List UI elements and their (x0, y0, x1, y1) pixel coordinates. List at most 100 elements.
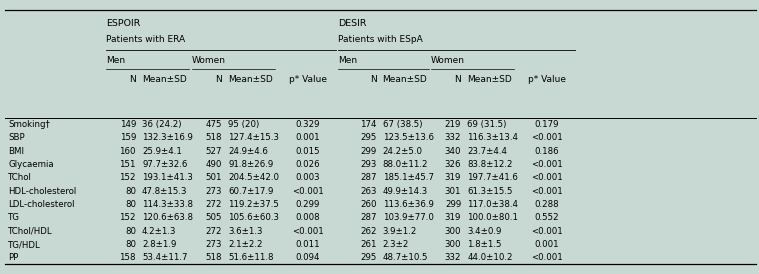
Text: N: N (455, 75, 461, 84)
Text: 60.7±17.9: 60.7±17.9 (228, 187, 274, 196)
Text: Patients with ESpA: Patients with ESpA (338, 35, 423, 44)
Text: 160: 160 (119, 147, 136, 156)
Text: 287: 287 (360, 213, 376, 222)
Text: 340: 340 (445, 147, 461, 156)
Text: 287: 287 (360, 173, 376, 182)
Text: 0.001: 0.001 (295, 133, 320, 142)
Text: <0.001: <0.001 (531, 133, 562, 142)
Text: 113.6±36.9: 113.6±36.9 (383, 200, 433, 209)
Text: 25.9±4.1: 25.9±4.1 (142, 147, 182, 156)
Text: 518: 518 (206, 253, 222, 262)
Text: 501: 501 (206, 173, 222, 182)
Text: 261: 261 (360, 240, 376, 249)
Text: 490: 490 (206, 160, 222, 169)
Text: HDL-cholesterol: HDL-cholesterol (8, 187, 77, 196)
Text: 295: 295 (360, 253, 376, 262)
Text: 299: 299 (361, 147, 376, 156)
Text: 67 (38.5): 67 (38.5) (383, 120, 422, 129)
Text: TChol: TChol (8, 173, 32, 182)
Text: 119.2±37.5: 119.2±37.5 (228, 200, 279, 209)
Text: 151: 151 (119, 160, 136, 169)
Text: 332: 332 (445, 133, 461, 142)
Text: DESIR: DESIR (338, 19, 367, 28)
Text: 103.9±77.0: 103.9±77.0 (383, 213, 433, 222)
Text: 301: 301 (445, 187, 461, 196)
Text: 132.3±16.9: 132.3±16.9 (142, 133, 193, 142)
Text: 0.094: 0.094 (295, 253, 320, 262)
Text: <0.001: <0.001 (531, 160, 562, 169)
Text: 527: 527 (206, 147, 222, 156)
Text: ESPOIR: ESPOIR (106, 19, 140, 28)
Text: 91.8±26.9: 91.8±26.9 (228, 160, 273, 169)
Text: 3.6±1.3: 3.6±1.3 (228, 227, 263, 236)
Text: 23.7±4.4: 23.7±4.4 (468, 147, 507, 156)
Text: 299: 299 (445, 200, 461, 209)
Text: 0.552: 0.552 (534, 213, 559, 222)
Text: 273: 273 (206, 240, 222, 249)
Text: 69 (31.5): 69 (31.5) (468, 120, 506, 129)
Text: 4.2±1.3: 4.2±1.3 (142, 227, 177, 236)
Text: 197.7±41.6: 197.7±41.6 (468, 173, 518, 182)
Text: 263: 263 (360, 187, 376, 196)
Text: 293: 293 (360, 160, 376, 169)
Text: 319: 319 (445, 173, 461, 182)
Text: p* Value: p* Value (528, 75, 565, 84)
Text: 260: 260 (360, 200, 376, 209)
Text: 97.7±32.6: 97.7±32.6 (142, 160, 187, 169)
Text: 0.015: 0.015 (295, 147, 320, 156)
Text: Patients with ERA: Patients with ERA (106, 35, 185, 44)
Text: PP: PP (8, 253, 18, 262)
Text: Mean±SD: Mean±SD (468, 75, 512, 84)
Text: 152: 152 (119, 173, 136, 182)
Text: 24.9±4.6: 24.9±4.6 (228, 147, 268, 156)
Text: 295: 295 (360, 133, 376, 142)
Text: 51.6±11.8: 51.6±11.8 (228, 253, 274, 262)
Text: 2.1±2.2: 2.1±2.2 (228, 240, 263, 249)
Text: Men: Men (106, 56, 125, 65)
Text: 0.288: 0.288 (534, 200, 559, 209)
Text: 300: 300 (445, 227, 461, 236)
Text: TChol/HDL: TChol/HDL (8, 227, 53, 236)
Text: 61.3±15.5: 61.3±15.5 (468, 187, 513, 196)
Text: 326: 326 (445, 160, 461, 169)
Text: Smoking†: Smoking† (8, 120, 50, 129)
Text: SBP: SBP (8, 133, 25, 142)
Text: 1.8±1.5: 1.8±1.5 (468, 240, 502, 249)
Text: 53.4±11.7: 53.4±11.7 (142, 253, 187, 262)
Text: p* Value: p* Value (288, 75, 326, 84)
Text: 272: 272 (206, 200, 222, 209)
Text: TG/HDL: TG/HDL (8, 240, 41, 249)
Text: 0.011: 0.011 (295, 240, 320, 249)
Text: 24.2±5.0: 24.2±5.0 (383, 147, 423, 156)
Text: 300: 300 (445, 240, 461, 249)
Text: Men: Men (338, 56, 357, 65)
Text: 219: 219 (445, 120, 461, 129)
Text: 505: 505 (206, 213, 222, 222)
Text: N: N (370, 75, 376, 84)
Text: 36 (24.2): 36 (24.2) (142, 120, 181, 129)
Text: 83.8±12.2: 83.8±12.2 (468, 160, 513, 169)
Text: Mean±SD: Mean±SD (228, 75, 273, 84)
Text: <0.001: <0.001 (291, 227, 323, 236)
Text: 159: 159 (120, 133, 136, 142)
Text: 123.5±13.6: 123.5±13.6 (383, 133, 433, 142)
Text: 332: 332 (445, 253, 461, 262)
Text: <0.001: <0.001 (531, 227, 562, 236)
Text: 49.9±14.3: 49.9±14.3 (383, 187, 428, 196)
Text: <0.001: <0.001 (531, 253, 562, 262)
Text: 105.6±60.3: 105.6±60.3 (228, 213, 279, 222)
Text: 204.5±42.0: 204.5±42.0 (228, 173, 279, 182)
Text: 3.4±0.9: 3.4±0.9 (468, 227, 502, 236)
Text: 272: 272 (206, 227, 222, 236)
Text: Mean±SD: Mean±SD (142, 75, 187, 84)
Text: 518: 518 (206, 133, 222, 142)
Text: <0.001: <0.001 (291, 187, 323, 196)
Text: 475: 475 (206, 120, 222, 129)
Text: <0.001: <0.001 (531, 173, 562, 182)
Text: 0.003: 0.003 (295, 173, 320, 182)
Text: 80: 80 (125, 200, 136, 209)
Text: Women: Women (431, 56, 465, 65)
Text: 47.8±15.3: 47.8±15.3 (142, 187, 187, 196)
Text: 80: 80 (125, 240, 136, 249)
Text: BMI: BMI (8, 147, 24, 156)
